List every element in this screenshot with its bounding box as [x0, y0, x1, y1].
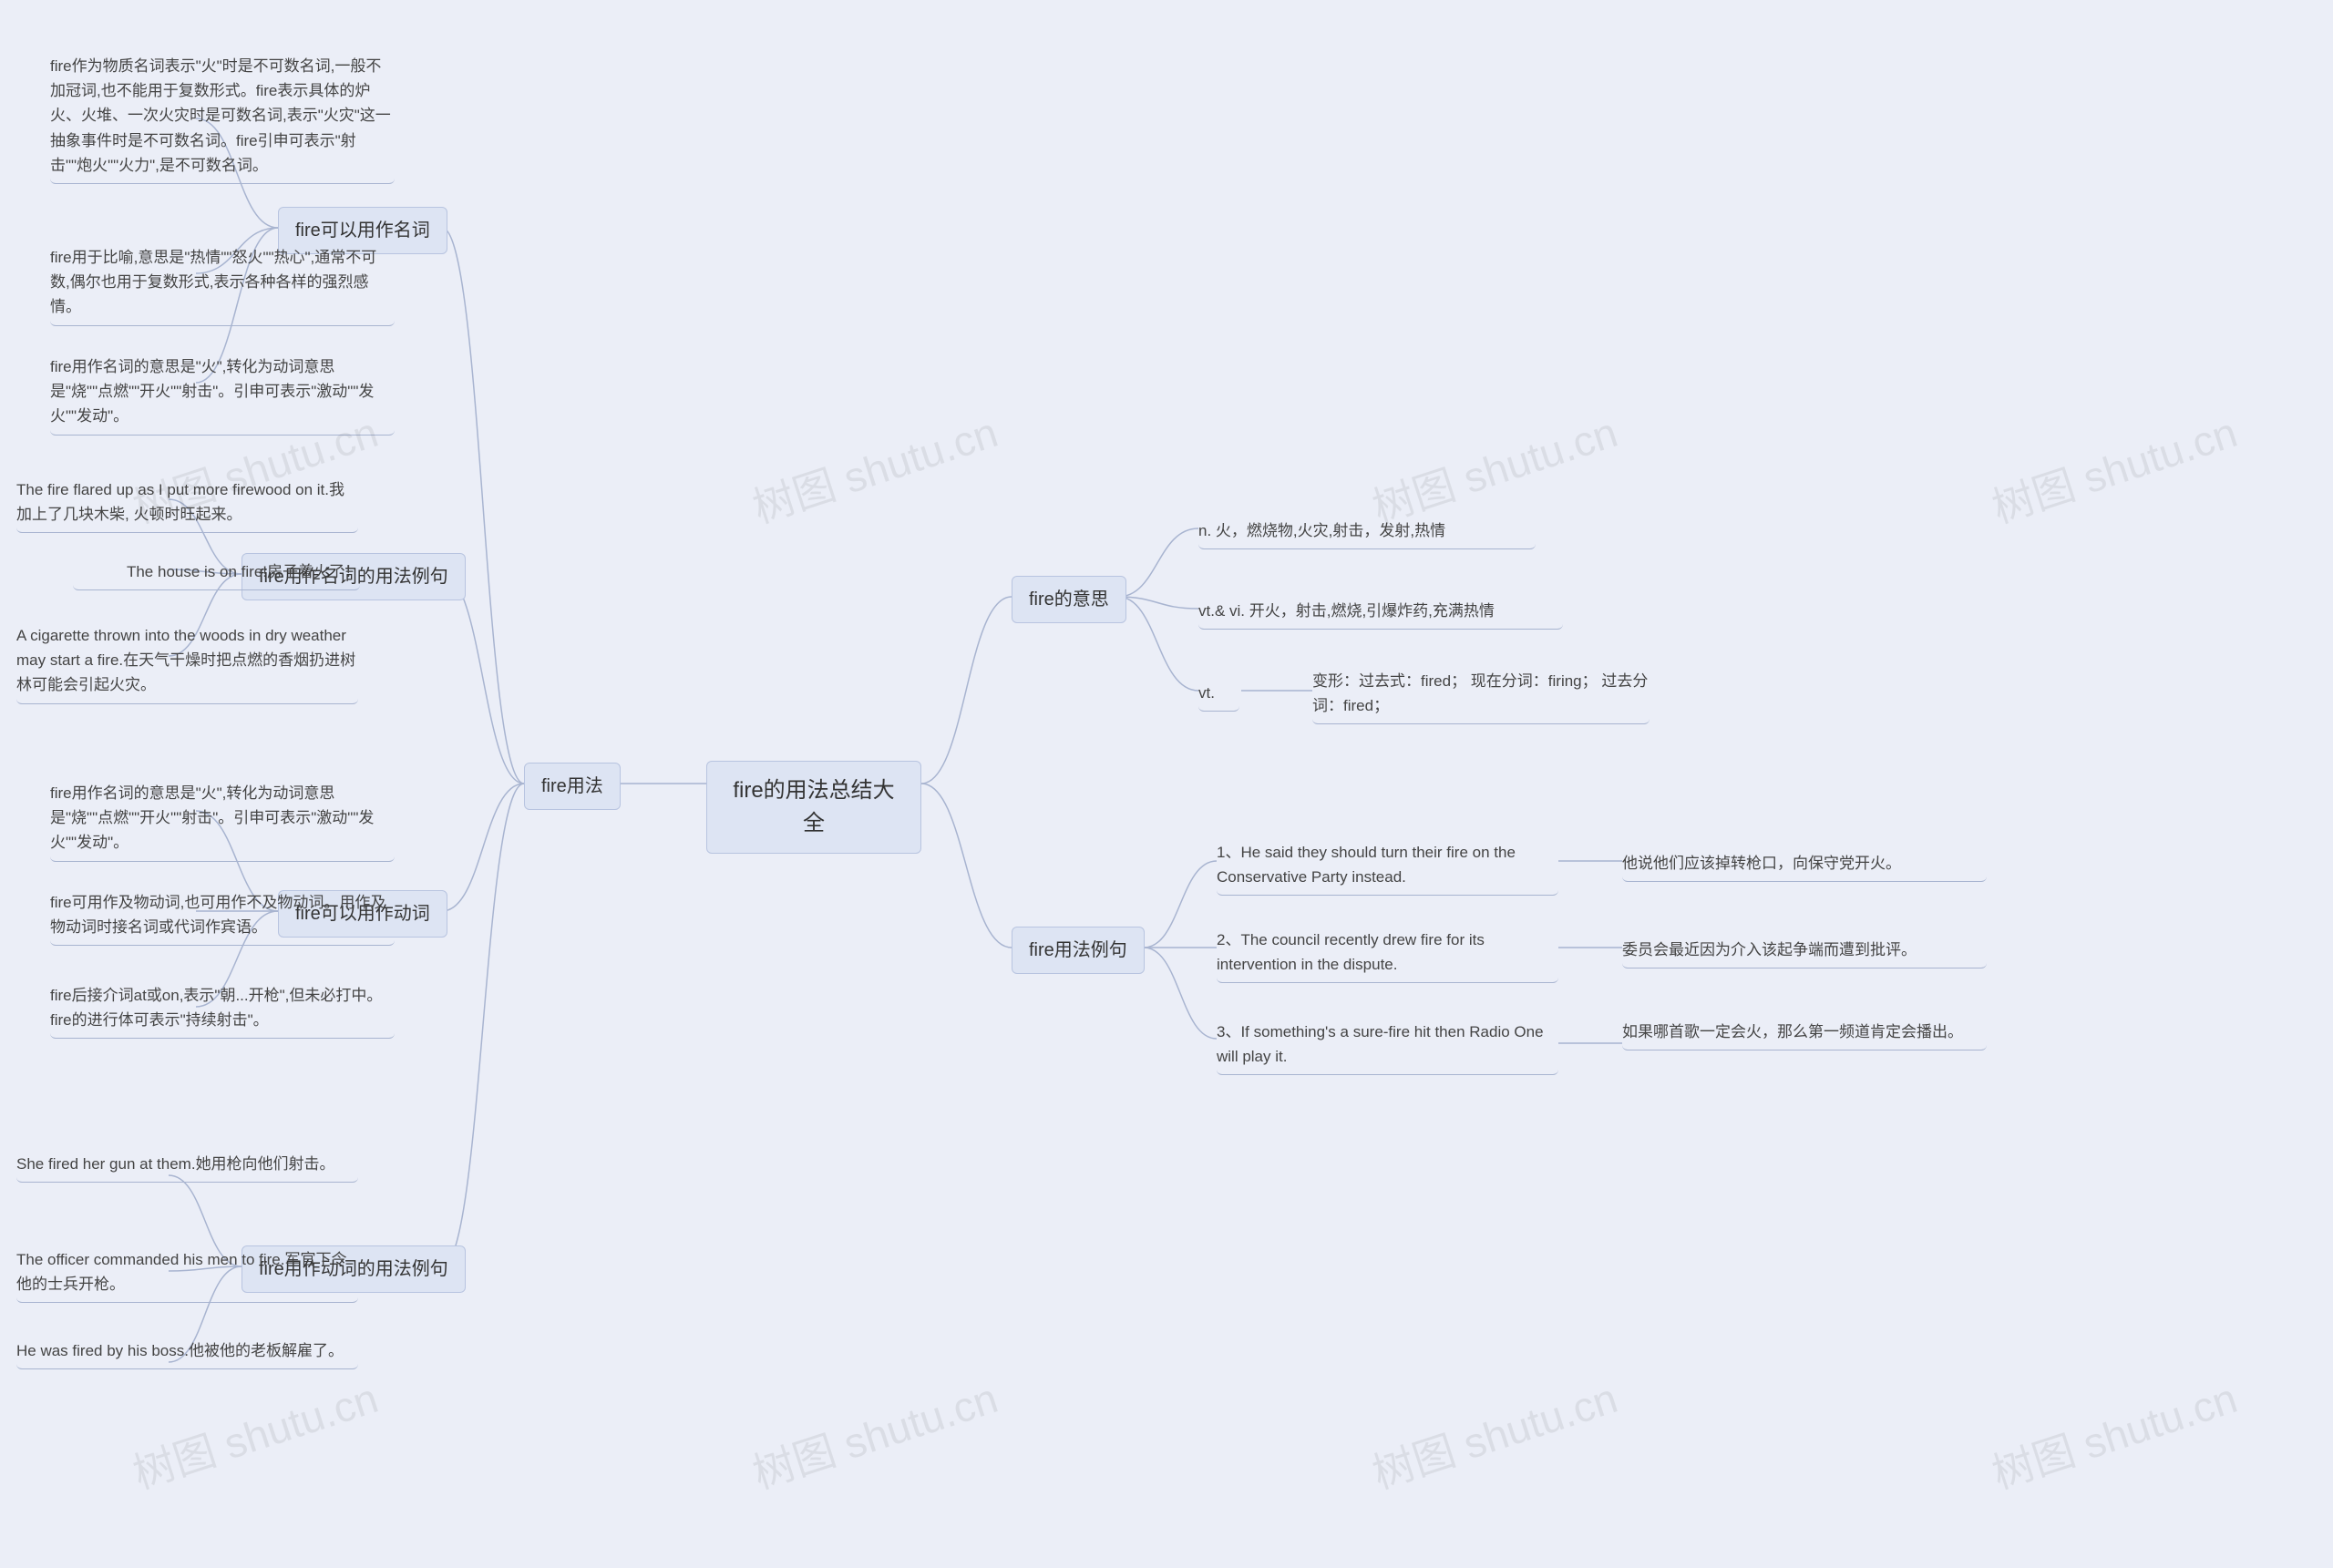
watermark-5: 树图 shutu.cn	[125, 1366, 385, 1501]
example-1-en: 1、He said they should turn their fire on…	[1217, 836, 1558, 896]
watermark-4: 树图 shutu.cn	[1984, 400, 2244, 536]
noun-item-1-text: fire作为物质名词表示"火"时是不可数名词,一般不加冠词,也不能用于复数形式。…	[50, 57, 391, 174]
verb-item-2: fire可用作及物动词,也可用作不及物动词。用作及物动词时接名词或代词作宾语。	[50, 886, 395, 946]
noun-ex-3: A cigarette thrown into the woods in dry…	[16, 620, 358, 704]
example-2-zh: 委员会最近因为介入该起争端而遭到批评。	[1622, 934, 1987, 968]
noun-item-2: fire用于比喻,意思是"热情""怒火""热心",通常不可数,偶尔也用于复数形式…	[50, 241, 395, 326]
verb-ex-2: The officer commanded his men to fire.军官…	[16, 1244, 358, 1303]
watermark-6: 树图 shutu.cn	[745, 1366, 1004, 1501]
meaning-vt-label: vt.	[1198, 677, 1239, 712]
root-node: fire的用法总结大全	[706, 761, 921, 854]
example-1-zh: 他说他们应该掉转枪口，向保守党开火。	[1622, 847, 1987, 882]
example-3-en: 3、If something's a sure-fire hit then Ra…	[1217, 1016, 1558, 1075]
watermark-8: 树图 shutu.cn	[1984, 1366, 2244, 1501]
watermark-2: 树图 shutu.cn	[745, 400, 1004, 536]
noun-item-1: fire作为物质名词表示"火"时是不可数名词,一般不加冠词,也不能用于复数形式。…	[50, 50, 395, 184]
verb-ex-3: He was fired by his boss.他被他的老板解雇了。	[16, 1335, 358, 1369]
branch-usage: fire用法	[524, 763, 621, 810]
watermark-7: 树图 shutu.cn	[1364, 1366, 1624, 1501]
noun-ex-2: The house is on fire!房子着火了！	[73, 556, 360, 590]
noun-item-3: fire用作名词的意思是"火",转化为动词意思是"烧""点燃""开火""射击"。…	[50, 351, 395, 436]
noun-ex-1: The fire flared up as I put more firewoo…	[16, 474, 358, 533]
meaning-item-2: vt.& vi. 开火，射击,燃烧,引爆炸药,充满热情	[1198, 595, 1563, 630]
verb-item-3: fire后接介词at或on,表示"朝...开枪",但未必打中。fire的进行体可…	[50, 979, 395, 1039]
branch-usage-examples: fire用法例句	[1012, 927, 1145, 974]
verb-ex-1: She fired her gun at them.她用枪向他们射击。	[16, 1148, 358, 1183]
branch-meaning: fire的意思	[1012, 576, 1126, 623]
meaning-item-1: n. 火，燃烧物,火灾,射击，发射,热情	[1198, 515, 1536, 549]
meaning-vt-text: 变形：过去式：fired； 现在分词：firing； 过去分词：fired；	[1312, 665, 1650, 724]
example-2-en: 2、The council recently drew fire for its…	[1217, 924, 1558, 983]
example-3-zh: 如果哪首歌一定会火，那么第一频道肯定会播出。	[1622, 1016, 1987, 1050]
verb-item-1: fire用作名词的意思是"火",转化为动词意思是"烧""点燃""开火""射击"。…	[50, 777, 395, 862]
